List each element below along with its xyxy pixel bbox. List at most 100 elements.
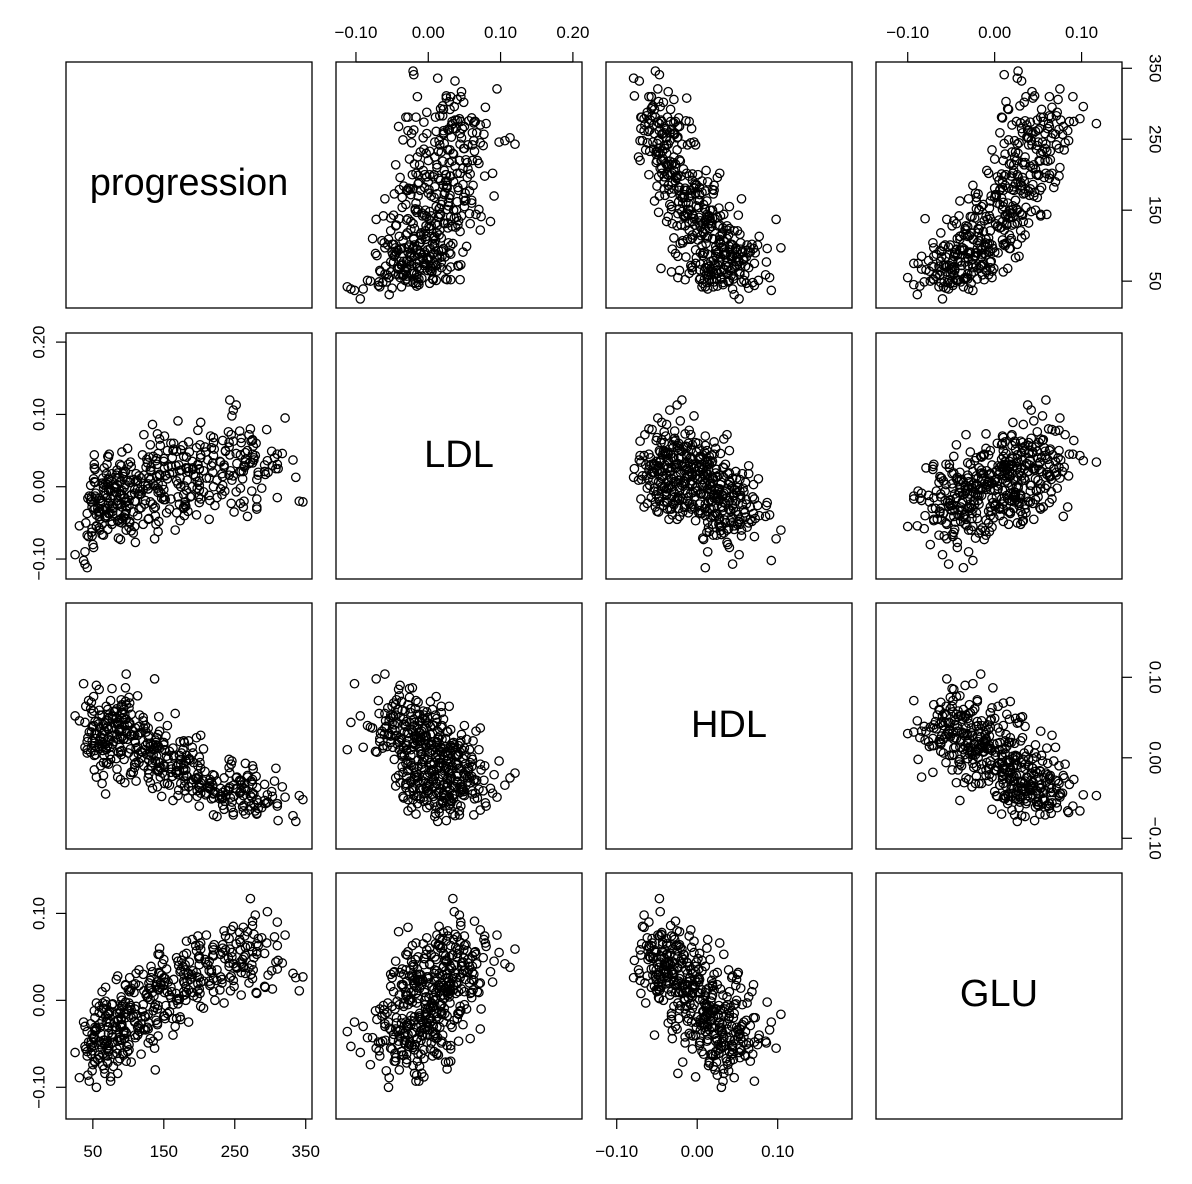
data-point [628, 73, 639, 84]
data-point [132, 690, 143, 701]
data-point [693, 195, 703, 206]
data-point [421, 171, 432, 182]
data-point [460, 188, 470, 199]
data-point [414, 177, 424, 188]
data-point [416, 273, 427, 284]
data-point [424, 146, 435, 157]
data-point [693, 218, 704, 228]
data-point [1032, 426, 1043, 437]
data-point [193, 425, 203, 436]
data-point [435, 209, 446, 220]
data-point [734, 549, 744, 560]
panel-ldl-vs-glu [875, 332, 1123, 580]
data-point [430, 112, 441, 123]
data-point [362, 275, 373, 286]
data-point [153, 1031, 163, 1041]
data-point [649, 128, 660, 139]
data-point [380, 669, 390, 679]
top-tick-label-ldl: 0.00 [412, 23, 445, 42]
data-point [438, 129, 449, 140]
data-point [120, 682, 131, 693]
data-point [948, 451, 959, 462]
data-point [655, 101, 666, 112]
panel-frames [65, 61, 1123, 1120]
data-point [126, 1057, 137, 1067]
data-point [393, 926, 404, 937]
data-point [934, 530, 944, 541]
panel-hdl-vs-hdl [605, 602, 853, 850]
data-point [389, 754, 400, 765]
data-point [1036, 104, 1047, 115]
data-point [674, 265, 685, 276]
data-point [74, 1072, 85, 1083]
data-point [374, 281, 385, 292]
data-point [479, 129, 489, 140]
data-point [664, 199, 675, 210]
data-point [654, 191, 665, 201]
data-point [467, 140, 478, 150]
data-point [455, 128, 465, 139]
data-point [965, 447, 976, 457]
data-point [261, 938, 272, 948]
left-tick-label-ldl: 0.00 [29, 470, 48, 503]
points-glu-vs-hdl [628, 893, 786, 1093]
data-point [138, 519, 149, 530]
data-point [738, 255, 748, 265]
bottom-tick-label-hdl: 0.00 [681, 1142, 714, 1161]
data-point [672, 400, 682, 410]
data-point [682, 208, 693, 218]
data-point [1020, 721, 1030, 732]
data-point [1060, 429, 1070, 440]
data-point [393, 121, 404, 132]
data-point [391, 247, 402, 258]
data-point [431, 954, 442, 965]
data-point [401, 215, 412, 225]
data-point [171, 507, 182, 518]
data-point [346, 1041, 356, 1052]
data-point [91, 1082, 102, 1093]
right-tick-label-hdl: −0.10 [1146, 817, 1165, 860]
data-point [402, 228, 413, 238]
data-point [346, 284, 356, 294]
data-point [198, 744, 209, 754]
points-ldl-vs-hdl [628, 395, 786, 573]
data-point [485, 966, 496, 977]
data-point [387, 247, 397, 257]
data-point [130, 537, 141, 548]
data-point [374, 1051, 385, 1061]
data-point [682, 234, 693, 245]
data-point [219, 998, 229, 1008]
data-point [489, 769, 499, 780]
data-point [406, 252, 416, 262]
data-point [453, 260, 463, 271]
data-point [912, 289, 923, 300]
left-tick-label-glu: 0.00 [29, 984, 48, 1017]
data-point [776, 242, 786, 253]
data-point [1078, 789, 1089, 800]
data-point [455, 116, 466, 127]
data-point [451, 212, 462, 223]
data-point [723, 277, 734, 287]
data-point [642, 137, 653, 148]
data-point [404, 154, 415, 164]
data-point [1078, 101, 1089, 112]
data-point [644, 169, 654, 180]
data-point [453, 185, 464, 196]
data-point [469, 916, 480, 927]
data-point [425, 696, 436, 707]
data-point [685, 260, 696, 271]
data-point [419, 117, 429, 128]
data-point [919, 523, 930, 534]
data-point [394, 262, 405, 273]
top-tick-label-ldl: −0.10 [334, 23, 377, 42]
data-point [928, 237, 938, 248]
data-point [262, 906, 273, 917]
data-point [194, 801, 205, 811]
data-point [450, 161, 460, 172]
data-point [913, 754, 923, 765]
data-point [387, 283, 397, 294]
data-point [365, 1059, 376, 1070]
points-progression-vs-glu [902, 66, 1102, 304]
data-point [381, 1065, 392, 1076]
